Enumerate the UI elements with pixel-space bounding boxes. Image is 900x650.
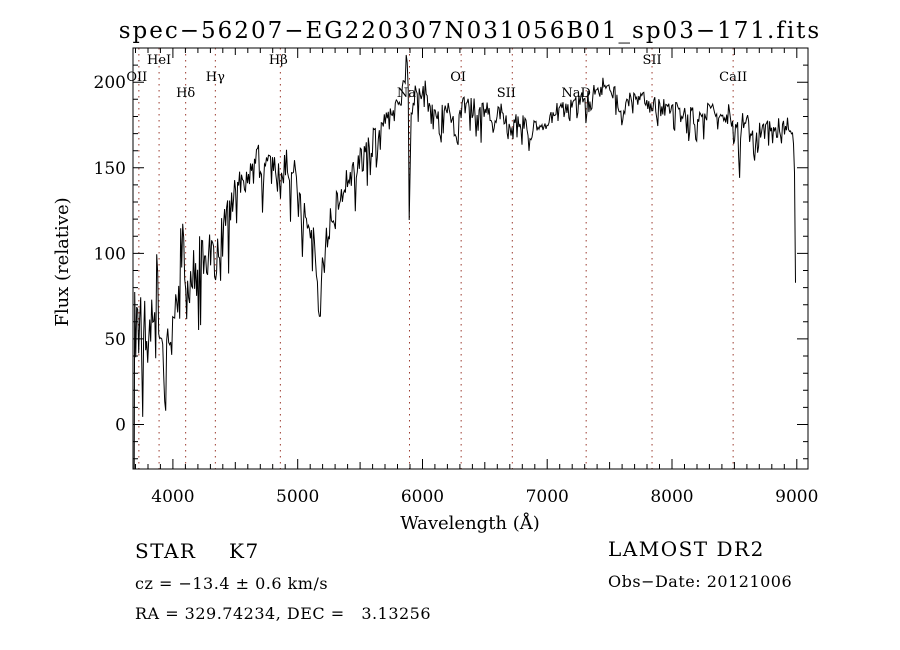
spectral-line-label: OI — [450, 70, 466, 85]
object-subclass-label: K7 — [229, 539, 260, 563]
survey-label: LAMOST DR2 — [608, 537, 765, 561]
spectral-line-label: CaII — [719, 70, 747, 85]
spectral-line-label: Hγ — [206, 70, 225, 85]
y-tick-label: 0 — [115, 416, 126, 436]
x-axis-tick-labels: 4000 5000 6000 7000 8000 9000 — [151, 487, 818, 507]
spectral-line-label: NaD — [561, 86, 591, 101]
spectral-line-label: Hδ — [176, 86, 195, 101]
chart-title: spec−56207−EG220307N031056B01_sp03−171.f… — [119, 18, 821, 44]
y-tick-label: 50 — [104, 330, 126, 350]
spectral-line-label: OII — [126, 70, 147, 85]
radial-velocity-label: cz = −13.4 ± 0.6 km/s — [135, 574, 328, 593]
obs-date-label: Obs−Date: 20121006 — [608, 572, 792, 591]
spectral-line-label: SII — [497, 86, 516, 101]
x-tick-label: 8000 — [650, 487, 693, 507]
x-tick-label: 4000 — [151, 487, 194, 507]
y-axis-tick-marks — [133, 47, 808, 460]
x-tick-label: 5000 — [276, 487, 319, 507]
spectral-line-label: HeI — [147, 53, 171, 68]
spectral-line-markers — [138, 48, 734, 469]
ra-dec-label: RA = 329.74234, DEC = 3.13256 — [135, 604, 431, 623]
x-tick-label: 6000 — [401, 487, 444, 507]
plot-border — [132, 47, 809, 470]
y-axis-title: Flux (relative) — [52, 197, 73, 326]
object-class-label: STAR — [135, 539, 196, 563]
y-tick-label: 100 — [94, 244, 126, 264]
x-axis-title: Wavelength (Å) — [400, 512, 540, 534]
x-tick-label: 9000 — [775, 487, 818, 507]
plot-frame — [132, 47, 809, 470]
spectral-line-label: Hβ — [269, 53, 288, 68]
spectral-line-label: SII — [642, 53, 661, 68]
axis-ticks — [133, 47, 808, 469]
y-axis-tick-labels: 0 50 100 150 200 — [94, 73, 126, 435]
x-tick-label: 7000 — [526, 487, 569, 507]
spectral-line-label: Na — [397, 86, 416, 101]
spectrum-trace — [133, 54, 796, 469]
x-axis-tick-marks — [135, 48, 798, 469]
y-tick-label: 200 — [94, 73, 126, 93]
y-tick-label: 150 — [94, 159, 126, 179]
